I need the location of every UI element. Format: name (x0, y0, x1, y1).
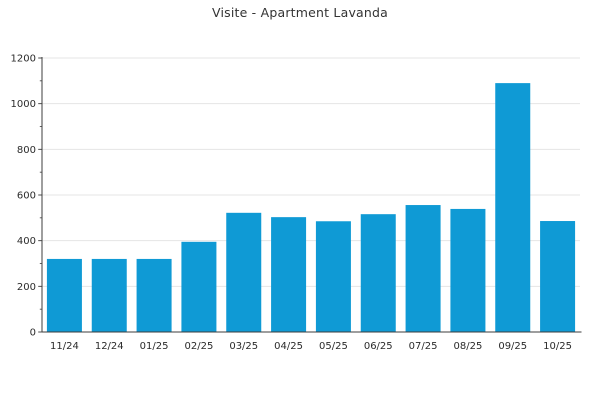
chart-title: Visite - Apartment Lavanda (211, 5, 389, 20)
x-tick-label: 02/25 (185, 341, 214, 352)
y-tick-label: 400 (17, 236, 36, 247)
x-tick-label: 07/25 (409, 341, 438, 352)
bar (181, 241, 217, 332)
bar (495, 83, 531, 332)
x-tick-label: 12/24 (95, 341, 124, 352)
y-tick-label: 600 (17, 191, 36, 202)
bar (405, 205, 441, 332)
y-tick-label: 1000 (11, 99, 36, 110)
bar (46, 258, 82, 332)
x-tick-label: 01/25 (140, 341, 169, 352)
bar (315, 221, 351, 332)
y-tick-label: 0 (30, 328, 36, 339)
y-tick-label: 200 (17, 282, 36, 293)
bar (271, 217, 307, 332)
x-tick-label: 06/25 (364, 341, 393, 352)
x-tick-label: 11/24 (50, 341, 79, 352)
x-tick-label: 05/25 (319, 341, 348, 352)
x-tick-label: 04/25 (274, 341, 303, 352)
x-tick-label: 10/25 (543, 341, 572, 352)
x-tick-label: 03/25 (229, 341, 258, 352)
y-tick-label: 1200 (11, 54, 36, 65)
y-tick-label: 800 (17, 145, 36, 156)
x-tick-label: 09/25 (498, 341, 527, 352)
bar (360, 214, 396, 332)
bar (450, 208, 486, 332)
x-tick-label: 08/25 (454, 341, 483, 352)
bar (91, 258, 127, 332)
bar (540, 221, 576, 332)
bar (136, 258, 172, 332)
bar (226, 212, 262, 332)
